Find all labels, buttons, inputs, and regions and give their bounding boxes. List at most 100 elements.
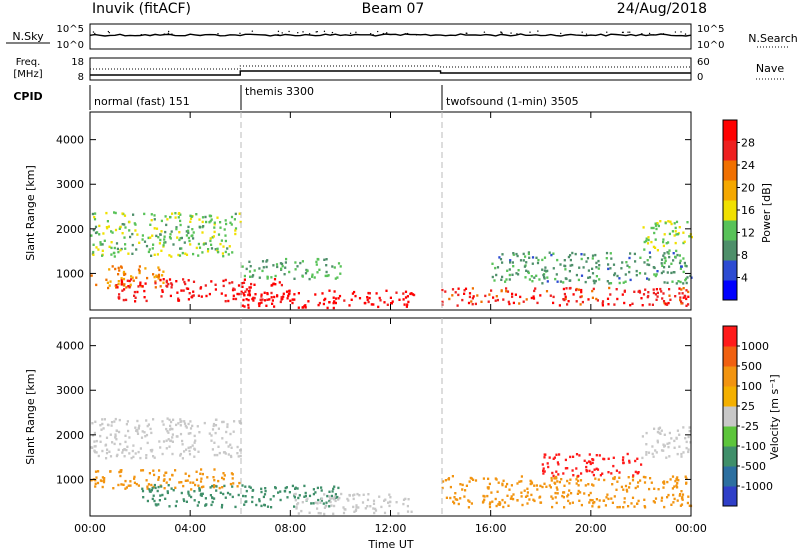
range-cell <box>92 228 95 232</box>
freq-label: Freq. <box>16 57 41 68</box>
range-cell <box>123 236 126 239</box>
range-cell <box>468 480 471 483</box>
range-cell <box>599 474 602 477</box>
range-cell <box>238 481 241 485</box>
range-cell <box>328 490 331 493</box>
range-cell <box>645 443 648 446</box>
range-cell <box>153 473 156 477</box>
range-cell <box>146 499 149 503</box>
colorbar-segment <box>723 366 737 387</box>
range-cell <box>234 297 238 301</box>
range-cell <box>356 492 359 496</box>
range-cell <box>543 482 546 485</box>
range-cell <box>652 455 655 458</box>
range-cell <box>685 482 688 485</box>
range-cell <box>179 213 182 216</box>
range-cell <box>199 287 202 290</box>
range-cell <box>628 270 631 274</box>
range-cell <box>249 286 252 289</box>
range-cell <box>263 299 267 302</box>
range-cell <box>553 456 556 459</box>
range-cell <box>229 482 232 486</box>
range-cell <box>645 239 648 243</box>
range-cell <box>151 234 154 237</box>
range-cell <box>168 478 171 481</box>
range-cell <box>595 454 598 457</box>
range-cell <box>610 472 613 475</box>
range-cell <box>580 253 583 256</box>
range-cell <box>123 283 126 286</box>
range-cell <box>264 487 267 490</box>
range-cell <box>565 287 568 290</box>
range-cell <box>138 241 141 244</box>
range-cell <box>131 252 134 255</box>
range-cell <box>172 418 175 421</box>
nsearch-dot <box>323 30 326 33</box>
range-cell <box>137 285 140 288</box>
colorbar-tick-label: 20 <box>741 182 755 195</box>
range-cell <box>647 278 651 281</box>
range-cell <box>578 499 581 502</box>
range-cell <box>684 279 687 282</box>
range-cell <box>147 236 150 240</box>
range-cell <box>171 440 174 443</box>
range-cell <box>467 499 470 502</box>
range-cell <box>622 488 625 491</box>
range-cell <box>597 267 600 270</box>
range-cell <box>205 294 208 298</box>
range-cell <box>351 292 354 295</box>
range-cell <box>233 218 236 221</box>
range-cell <box>118 470 121 474</box>
range-cell <box>587 483 590 486</box>
range-cell <box>260 295 263 298</box>
range-cell <box>306 269 309 272</box>
range-cell <box>472 478 475 481</box>
range-cell <box>490 491 493 494</box>
range-cell <box>501 483 504 487</box>
range-cell <box>180 289 183 292</box>
range-cell <box>682 426 685 429</box>
range-cell <box>164 471 167 474</box>
range-cell <box>679 259 682 262</box>
range-cell <box>223 228 226 231</box>
range-cell <box>131 243 134 247</box>
range-cell <box>653 231 656 235</box>
range-cell <box>340 492 343 496</box>
range-cell <box>630 502 633 505</box>
range-cell <box>587 276 590 279</box>
range-cell <box>526 502 529 505</box>
range-cell <box>90 274 93 277</box>
range-cell <box>530 296 533 300</box>
range-cell <box>316 502 319 505</box>
range-cell <box>358 494 361 497</box>
range-cell <box>654 246 657 249</box>
range-cell <box>222 451 226 454</box>
range-cell <box>222 420 225 424</box>
range-cell <box>554 482 557 485</box>
range-cell <box>176 291 179 294</box>
range-cell <box>211 496 214 499</box>
range-cell <box>170 487 173 490</box>
range-cell <box>157 275 161 278</box>
range-cell <box>616 480 619 483</box>
nsearch-dot <box>529 31 531 33</box>
range-cell <box>682 451 685 454</box>
range-cell <box>675 220 679 224</box>
range-cell <box>129 283 132 286</box>
range-cell <box>164 241 167 244</box>
range-cell <box>353 510 356 513</box>
range-cell <box>548 251 551 254</box>
range-cell <box>643 261 646 264</box>
range-cell <box>166 417 169 420</box>
range-cell <box>125 298 128 302</box>
range-cell <box>389 296 392 299</box>
range-cell <box>668 455 671 458</box>
colorbar-tick-label: 100 <box>741 380 762 393</box>
range-cell <box>402 502 405 506</box>
range-cell <box>593 468 596 471</box>
range-cell <box>204 215 207 219</box>
range-cell <box>550 253 553 257</box>
range-cell <box>261 269 264 273</box>
range-cell <box>170 282 173 285</box>
